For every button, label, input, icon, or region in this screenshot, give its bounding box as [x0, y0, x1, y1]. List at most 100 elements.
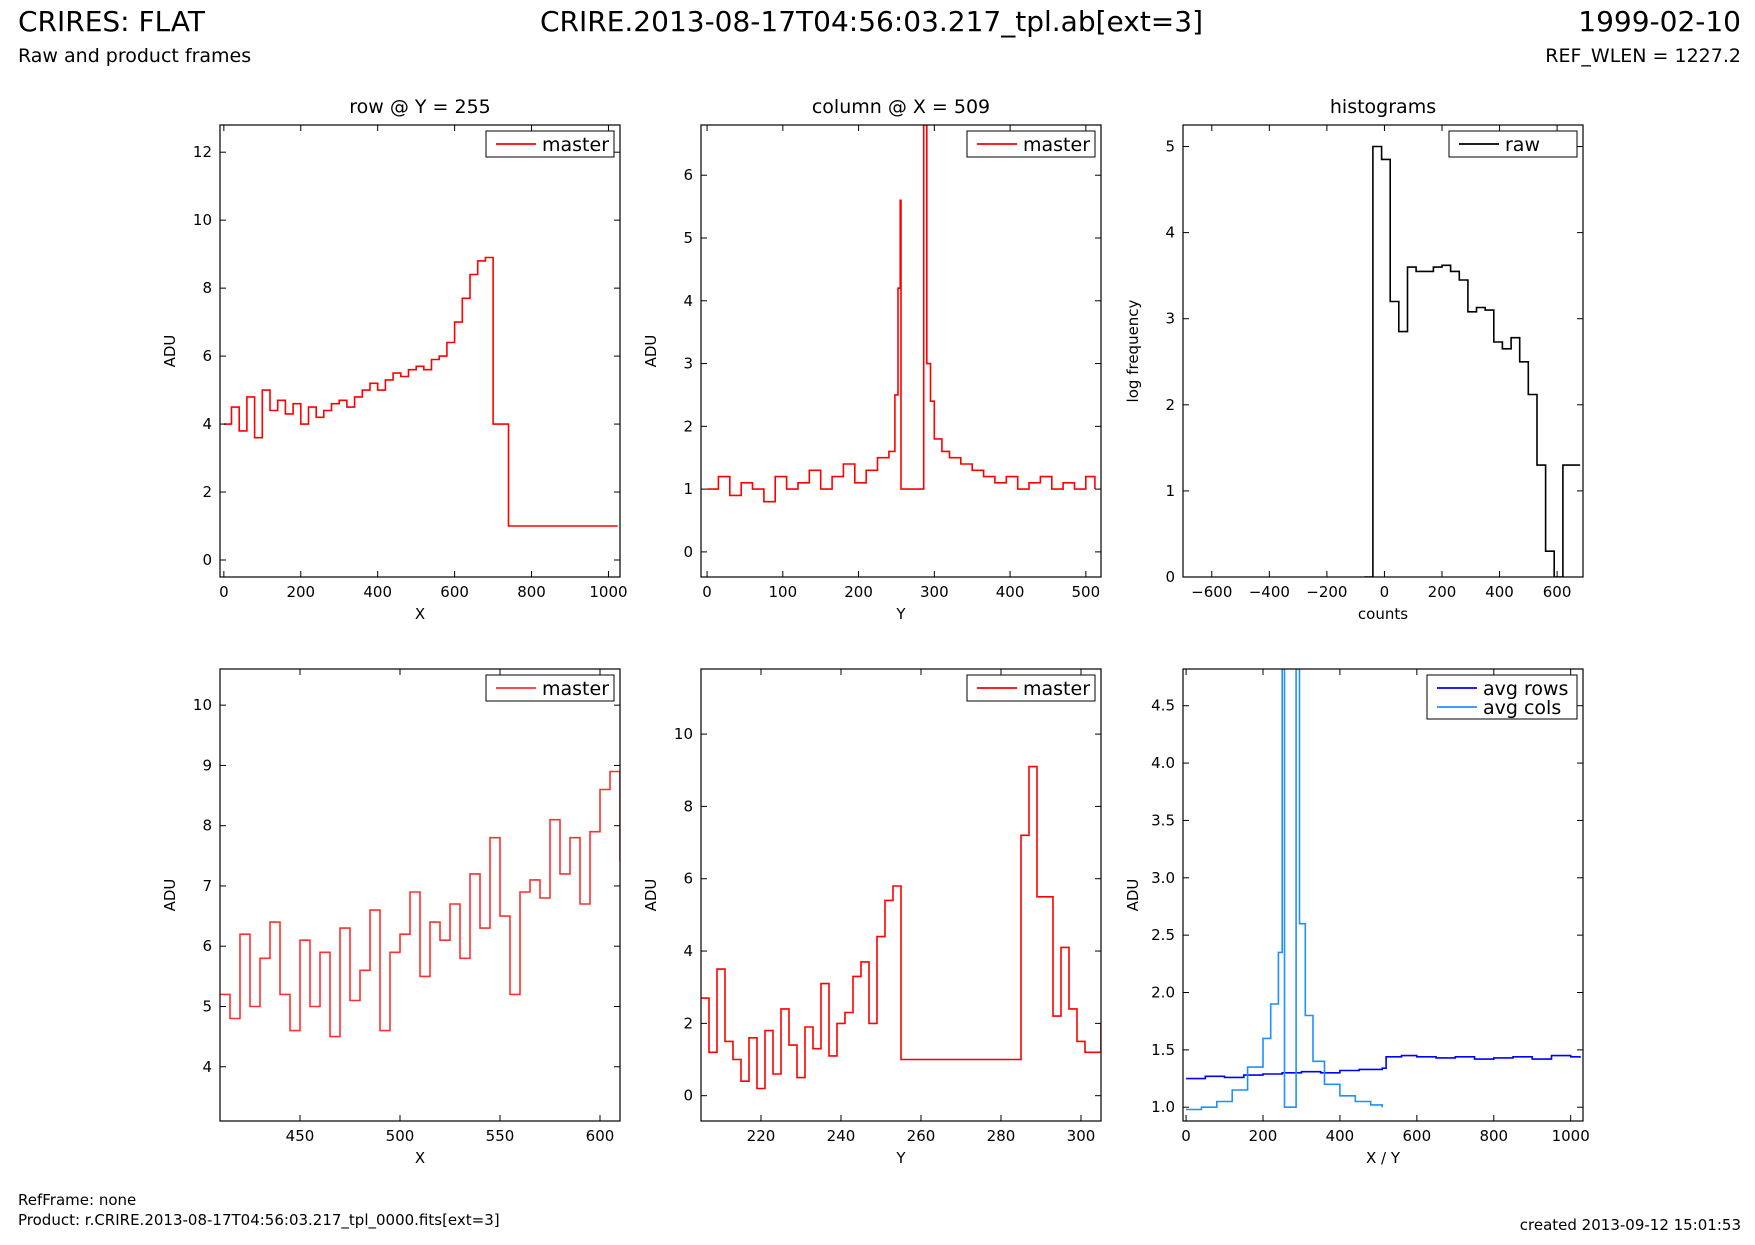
- y-tick-label: 7: [202, 877, 212, 895]
- legend-label: avg rows: [1483, 678, 1568, 700]
- y-tick-label: 2: [683, 1014, 693, 1032]
- x-axis-label: Y: [895, 1149, 906, 1167]
- x-tick-label: 100: [768, 583, 797, 601]
- figure-subtitle-left: Raw and product frames: [18, 45, 252, 67]
- y-tick-label: 6: [683, 870, 693, 888]
- legend: master: [966, 130, 1096, 158]
- plot-frame: [700, 668, 1102, 1122]
- y-tick-label: 0: [683, 543, 693, 561]
- legend-label: master: [542, 678, 609, 700]
- y-tick-label: 4: [1165, 224, 1175, 242]
- figure-subtitle-right: REF_WLEN = 1227.2: [1545, 45, 1741, 67]
- chart-title: row @ Y = 255: [349, 96, 491, 118]
- x-tick-label: 300: [920, 583, 949, 601]
- average-panel: 0 200 400 600 800 1000 1.0 1.5 2.0 2.5 3.0 3.5 4.0 4.…: [1124, 668, 1590, 1167]
- y-tick-label: 8: [202, 279, 212, 297]
- x-tick-label: 260: [907, 1127, 936, 1145]
- y-tick-label: 3: [1165, 310, 1175, 328]
- y-axis-label: ADU: [161, 335, 179, 368]
- series-raw-line: [1364, 145, 1581, 577]
- x-tick-label: 450: [286, 1127, 315, 1145]
- x-tick-label: 600: [1543, 583, 1572, 601]
- y-tick-label: 4: [683, 292, 693, 310]
- x-axis-label: X: [415, 1149, 425, 1167]
- y-tick-label: 2: [202, 483, 212, 501]
- x-tick-label: 0: [219, 583, 229, 601]
- y-tick-label: 4: [202, 1058, 212, 1076]
- footer-product: Product: r.CRIRE.2013-08-17T04:56:03.217…: [18, 1211, 500, 1229]
- y-tick-label: 6: [683, 166, 693, 184]
- legend: master: [485, 674, 615, 702]
- y-tick-label: 10: [193, 211, 212, 229]
- y-tick-label: 4.0: [1151, 754, 1175, 772]
- y-tick-label: 5: [202, 997, 212, 1015]
- x-tick-label: 400: [363, 583, 392, 601]
- y-tick-label: 4: [202, 415, 212, 433]
- x-tick-label: 400: [1485, 583, 1514, 601]
- x-axis-label: X: [415, 605, 425, 623]
- x-tick-label: 240: [827, 1127, 856, 1145]
- legend-label: master: [542, 134, 609, 156]
- y-tick-label: 12: [193, 143, 212, 161]
- x-tick-label: 220: [747, 1127, 776, 1145]
- y-tick-label: 1: [683, 480, 693, 498]
- series-avg-rows-line: [1186, 1054, 1581, 1080]
- x-tick-label: 600: [440, 583, 469, 601]
- plot-frame: [700, 124, 1102, 578]
- y-axis-label: log frequency: [1124, 299, 1142, 402]
- x-tick-label: −600: [1191, 583, 1232, 601]
- series-avg-cols-line: [1186, 669, 1383, 1111]
- x-tick-label: 600: [586, 1127, 615, 1145]
- x-tick-label: 1000: [1552, 1127, 1590, 1145]
- row-zoom-panel: 450 500 550 600 4 5 6 7 8 9 10 X ADU master: [161, 668, 621, 1167]
- y-tick-label: 2: [683, 417, 693, 435]
- y-tick-label: 4.5: [1151, 697, 1175, 715]
- chart-title: histograms: [1330, 96, 1436, 118]
- y-tick-label: 5: [683, 229, 693, 247]
- series-master-line: [707, 125, 1096, 503]
- x-tick-label: 1000: [589, 583, 627, 601]
- y-tick-label: 6: [202, 937, 212, 955]
- figure-title-center: CRIRE.2013-08-17T04:56:03.217_tpl.ab[ext…: [540, 5, 1204, 38]
- plot-frame: [1182, 124, 1584, 578]
- column-zoom-panel: 220 240 260 280 300 0 2 4 6 8 10 Y ADU master: [642, 668, 1102, 1167]
- figure-title-right: 1999-02-10: [1578, 5, 1741, 38]
- plot-frame: [219, 124, 621, 578]
- legend-label: master: [1023, 134, 1090, 156]
- x-tick-label: 200: [844, 583, 873, 601]
- legend: raw: [1448, 130, 1578, 158]
- series-master-line: [223, 256, 618, 527]
- y-tick-label: 1.0: [1151, 1098, 1175, 1116]
- x-tick-label: −200: [1306, 583, 1347, 601]
- legend: master: [966, 674, 1096, 702]
- y-tick-label: 4: [683, 942, 693, 960]
- x-axis-label: Y: [895, 605, 906, 623]
- x-tick-label: 0: [1380, 583, 1390, 601]
- y-tick-label: 3: [683, 355, 693, 373]
- x-tick-label: 0: [702, 583, 712, 601]
- x-tick-label: 500: [1072, 583, 1101, 601]
- y-tick-label: 6: [202, 347, 212, 365]
- y-tick-label: 0: [202, 551, 212, 569]
- y-tick-label: 2.5: [1151, 926, 1175, 944]
- x-tick-label: 300: [1067, 1127, 1096, 1145]
- plot-frame: [219, 668, 621, 1122]
- y-tick-label: 2: [1165, 396, 1175, 414]
- x-tick-label: 200: [286, 583, 315, 601]
- y-axis-label: ADU: [161, 879, 179, 912]
- x-tick-label: 200: [1428, 583, 1457, 601]
- x-tick-label: 550: [486, 1127, 515, 1145]
- y-tick-label: 0: [683, 1087, 693, 1105]
- legend-label: master: [1023, 678, 1090, 700]
- footer-refframe: RefFrame: none: [18, 1191, 137, 1209]
- x-tick-label: 0: [1181, 1127, 1191, 1145]
- y-tick-label: 3.0: [1151, 869, 1175, 887]
- legend-label: avg cols: [1483, 697, 1561, 719]
- y-tick-label: 2.0: [1151, 984, 1175, 1002]
- legend-label: raw: [1505, 134, 1540, 156]
- column-panel: 0 100 200 300 400 500 0 1 2 3 4 5 6 column @ X = 509 Y…: [642, 96, 1102, 623]
- x-axis-label: X / Y: [1366, 1149, 1401, 1167]
- histogram-panel: −600 −400 −200 0 200 400 600 0 1 2 3 4 5 histograms co…: [1124, 96, 1584, 623]
- x-tick-label: 280: [987, 1127, 1016, 1145]
